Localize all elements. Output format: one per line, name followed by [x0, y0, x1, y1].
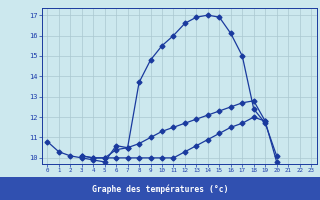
Text: Graphe des températures (°c): Graphe des températures (°c)	[92, 185, 228, 194]
